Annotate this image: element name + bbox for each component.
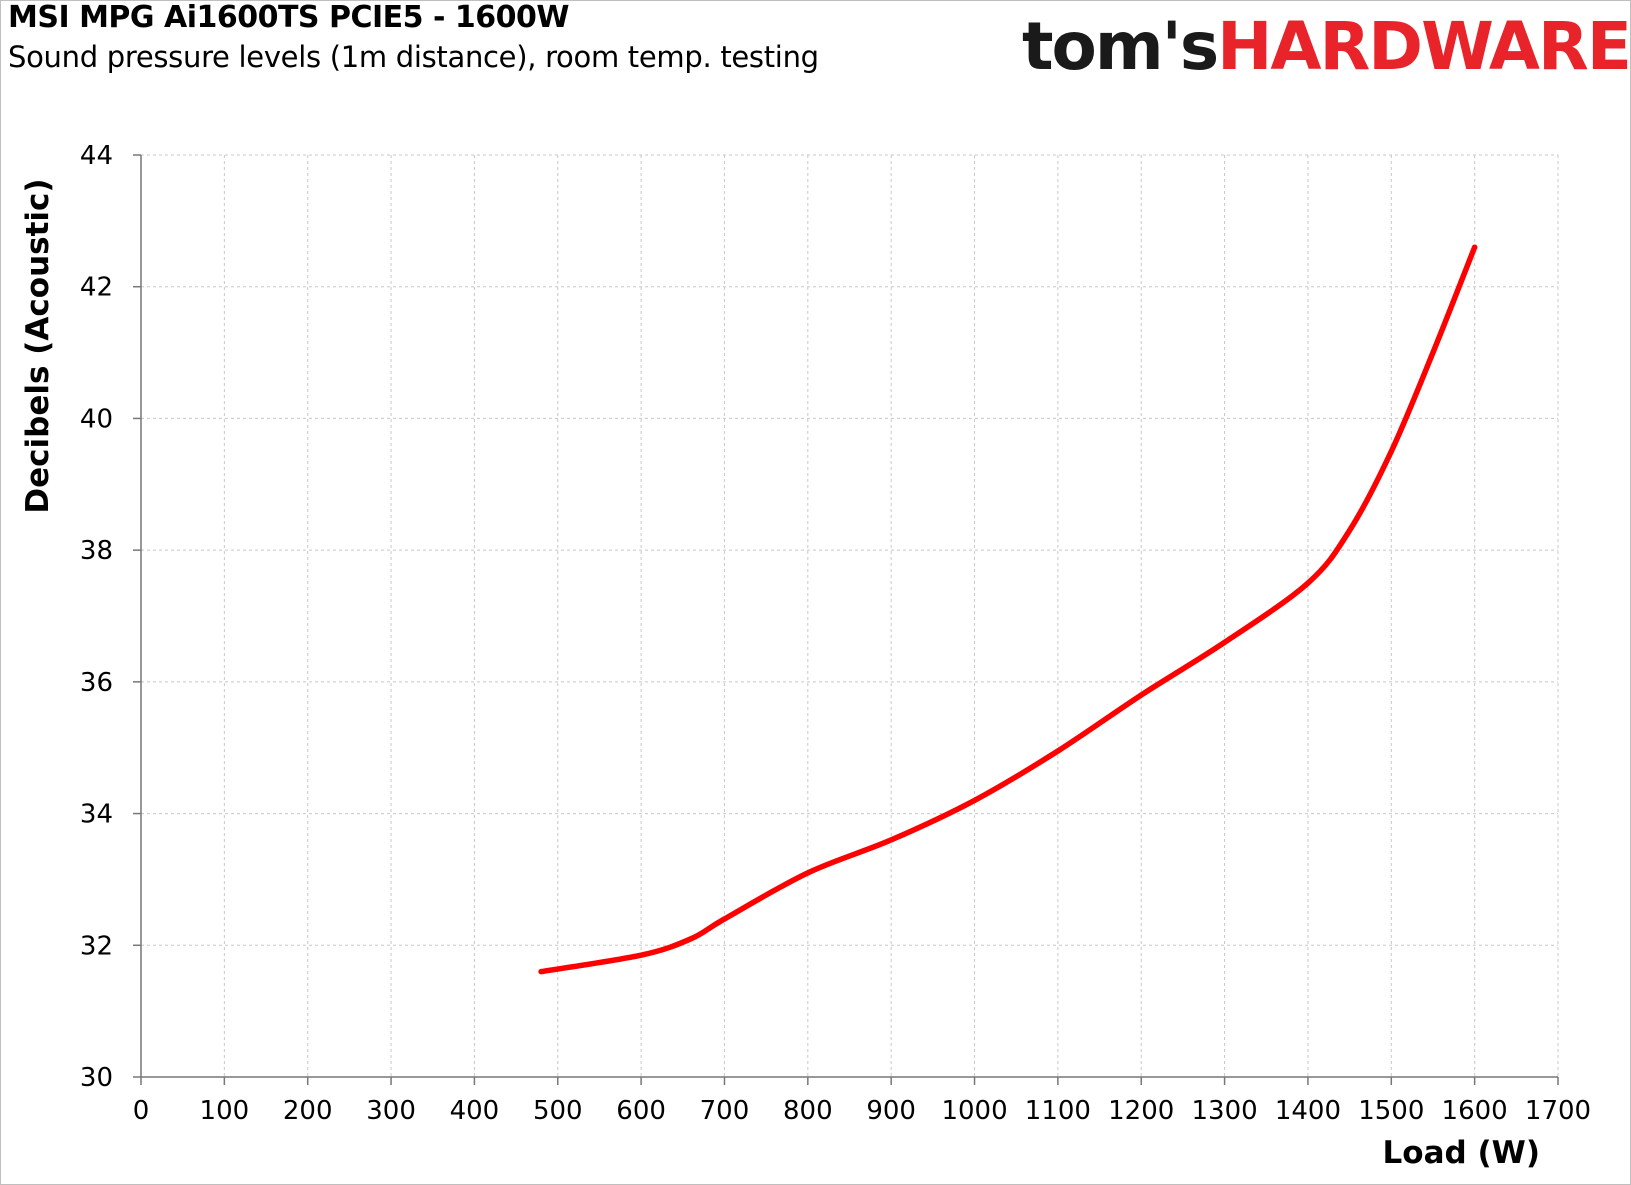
logo-part-toms: tom's: [1022, 8, 1219, 85]
chart-title: MSI MPG Ai1600TS PCIE5 - 1600W: [8, 0, 569, 35]
grid-lines: [141, 154, 1559, 1077]
x-tick-label: 1100: [1025, 1096, 1091, 1126]
x-axis-label: Load (W): [1383, 1135, 1540, 1171]
data-series: [538, 244, 1478, 975]
brand-logo: tom'sHARDWARE: [1022, 14, 1631, 80]
x-tick-label: 1300: [1192, 1096, 1258, 1126]
axes: [133, 154, 1559, 1085]
y-tick-label: 42: [80, 273, 113, 303]
x-tick-label: 100: [200, 1096, 250, 1126]
y-tick-label: 38: [80, 536, 113, 566]
y-axis-label: Decibels (Acoustic): [20, 178, 56, 513]
series-line: [538, 244, 1478, 975]
chart-subtitle: Sound pressure levels (1m distance), roo…: [8, 40, 819, 74]
x-tick-label: 1200: [1108, 1096, 1174, 1126]
y-tick-label: 34: [80, 800, 113, 830]
y-tick-label: 36: [80, 668, 113, 698]
x-tick-label: 1400: [1275, 1096, 1341, 1126]
y-tick-label: 40: [80, 404, 113, 434]
y-tick-label: 44: [80, 141, 113, 171]
y-tick-labels: 30 32 34 36 38 40 42 44: [80, 141, 113, 1093]
x-tick-label: 800: [783, 1096, 833, 1126]
x-tick-labels: 0 100 200 300 400 500 600 700 800 900 1000 1100 1200…: [133, 1096, 1591, 1126]
x-tick-label: 1000: [941, 1096, 1007, 1126]
x-tick-label: 700: [700, 1096, 750, 1126]
logo-part-hardware: HARDWARE: [1217, 8, 1631, 85]
x-tick-label: 900: [866, 1096, 916, 1126]
x-tick-label: 1500: [1358, 1096, 1424, 1126]
x-tick-label: 1600: [1442, 1096, 1508, 1126]
x-tick-label: 200: [283, 1096, 333, 1126]
x-tick-label: 300: [366, 1096, 416, 1126]
y-tick-label: 30: [80, 1063, 113, 1093]
x-tick-label: 500: [533, 1096, 583, 1126]
x-tick-label: 1700: [1525, 1096, 1591, 1126]
x-tick-label: 400: [450, 1096, 500, 1126]
y-tick-label: 32: [80, 931, 113, 961]
x-tick-label: 0: [133, 1096, 150, 1126]
x-tick-label: 600: [616, 1096, 666, 1126]
